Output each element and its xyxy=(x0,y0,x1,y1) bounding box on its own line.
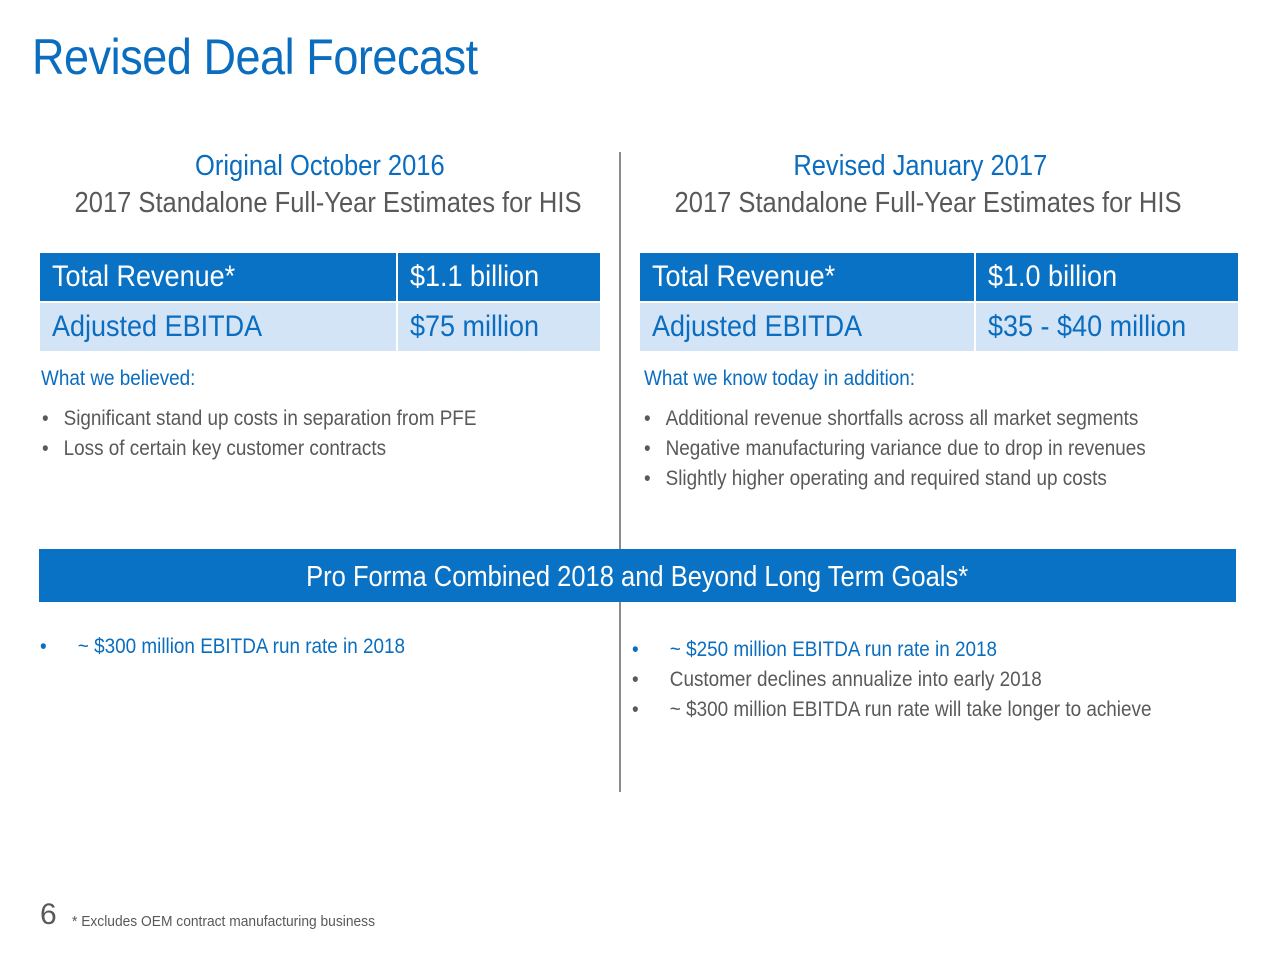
list-item: • Negative manufacturing variance due to … xyxy=(644,437,1146,460)
list-item: • ~ $250 million EBITDA run rate in 2018 xyxy=(632,638,998,661)
right-goals-list: • ~ $250 million EBITDA run rate in 2018 … xyxy=(632,635,1151,725)
table-cell-label: Total Revenue* xyxy=(638,251,976,303)
list-item: • Loss of certain key customer contracts xyxy=(42,437,387,460)
left-notes-list: • Significant stand up costs in separatio… xyxy=(42,404,476,464)
left-subheading: 2017 Standalone Full-Year Estimates for … xyxy=(74,187,582,219)
table-row: Adjusted EBITDA $35 - $40 million xyxy=(638,301,1240,353)
right-notes-title: What we know today in addition: xyxy=(644,367,916,390)
table-row: Adjusted EBITDA $75 million xyxy=(38,301,602,353)
right-heading: Revised January 2017 xyxy=(793,150,1047,182)
list-item: • ~ $300 million EBITDA run rate in 2018 xyxy=(40,635,406,658)
right-notes-list: • Additional revenue shortfalls across al… xyxy=(644,404,1146,494)
right-subheading: 2017 Standalone Full-Year Estimates for … xyxy=(674,187,1182,219)
table-cell-value: $1.1 billion xyxy=(396,251,602,303)
right-estimates-table: Total Revenue* $1.0 billion Adjusted EBI… xyxy=(638,251,1240,353)
table-cell-value: $75 million xyxy=(396,301,602,353)
left-goals-list: • ~ $300 million EBITDA run rate in 2018 xyxy=(40,632,405,662)
page-title: Revised Deal Forecast xyxy=(32,29,478,85)
list-item: • Significant stand up costs in separatio… xyxy=(42,407,477,430)
list-item: • Slightly higher operating and required … xyxy=(644,467,1107,490)
table-cell-value: $35 - $40 million xyxy=(974,301,1240,353)
table-row: Total Revenue* $1.1 billion xyxy=(38,251,602,303)
left-estimates-table: Total Revenue* $1.1 billion Adjusted EBI… xyxy=(38,251,602,353)
footnote: * Excludes OEM contract manufacturing bu… xyxy=(72,913,375,930)
page-number: 6 xyxy=(40,898,57,931)
table-row: Total Revenue* $1.0 billion xyxy=(638,251,1240,303)
left-notes-title: What we believed: xyxy=(41,367,196,390)
list-item: • Customer declines annualize into early … xyxy=(632,668,1042,691)
list-item: • ~ $300 million EBITDA run rate will tak… xyxy=(632,698,1152,721)
goals-banner: Pro Forma Combined 2018 and Beyond Long … xyxy=(39,549,1236,602)
right-column-header: Revised January 2017 2017 Standalone Ful… xyxy=(640,150,1200,220)
left-column-header: Original October 2016 2017 Standalone Fu… xyxy=(40,150,600,220)
column-divider xyxy=(619,152,621,792)
table-cell-label: Total Revenue* xyxy=(38,251,398,303)
left-heading: Original October 2016 xyxy=(195,150,445,182)
table-cell-value: $1.0 billion xyxy=(974,251,1240,303)
table-cell-label: Adjusted EBITDA xyxy=(38,301,398,353)
table-cell-label: Adjusted EBITDA xyxy=(638,301,976,353)
list-item: • Additional revenue shortfalls across al… xyxy=(644,407,1139,430)
